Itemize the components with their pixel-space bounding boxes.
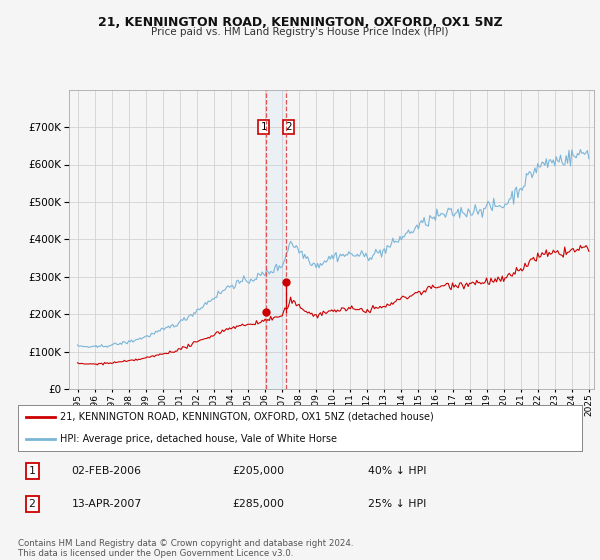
Text: 1: 1 <box>29 466 35 477</box>
Text: 2: 2 <box>286 122 292 132</box>
Text: Price paid vs. HM Land Registry's House Price Index (HPI): Price paid vs. HM Land Registry's House … <box>151 27 449 37</box>
Text: 25% ↓ HPI: 25% ↓ HPI <box>368 499 426 508</box>
Text: Contains HM Land Registry data © Crown copyright and database right 2024.
This d: Contains HM Land Registry data © Crown c… <box>18 539 353 558</box>
Text: £205,000: £205,000 <box>232 466 284 477</box>
Text: 1: 1 <box>260 122 267 132</box>
Text: 21, KENNINGTON ROAD, KENNINGTON, OXFORD, OX1 5NZ: 21, KENNINGTON ROAD, KENNINGTON, OXFORD,… <box>98 16 502 29</box>
Bar <box>266 90 286 389</box>
Text: 02-FEB-2006: 02-FEB-2006 <box>71 466 142 477</box>
Text: 40% ↓ HPI: 40% ↓ HPI <box>368 466 426 477</box>
Text: HPI: Average price, detached house, Vale of White Horse: HPI: Average price, detached house, Vale… <box>60 434 337 444</box>
Text: 21, KENNINGTON ROAD, KENNINGTON, OXFORD, OX1 5NZ (detached house): 21, KENNINGTON ROAD, KENNINGTON, OXFORD,… <box>60 412 434 422</box>
Text: 13-APR-2007: 13-APR-2007 <box>71 499 142 508</box>
Text: 2: 2 <box>29 499 35 508</box>
Text: £285,000: £285,000 <box>232 499 284 508</box>
